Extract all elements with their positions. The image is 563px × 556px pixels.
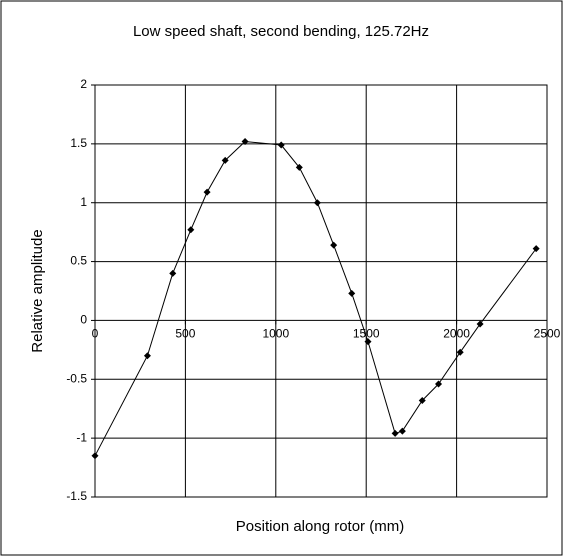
data-point xyxy=(348,289,356,297)
y-axis-label: Relative amplitude xyxy=(29,229,46,352)
data-point xyxy=(330,241,338,249)
data-point xyxy=(435,380,443,388)
x-tick-label: 1500 xyxy=(353,327,380,341)
data-point xyxy=(143,352,151,360)
data-point xyxy=(476,320,484,328)
data-point xyxy=(398,427,406,435)
data-point xyxy=(456,348,464,356)
data-point xyxy=(169,269,177,277)
y-tick-label: -0.5 xyxy=(66,371,87,385)
y-tick-label: -1 xyxy=(76,430,87,444)
y-tick-label: 1 xyxy=(80,195,87,209)
x-tick-label: 2000 xyxy=(443,327,470,341)
x-tick-label: 2500 xyxy=(534,327,561,341)
x-tick-label: 1000 xyxy=(262,327,289,341)
y-tick-label: -1.5 xyxy=(66,489,87,503)
data-line xyxy=(94,140,537,457)
chart-title: Low speed shaft, second bending, 125.72H… xyxy=(133,23,429,40)
y-tick-label: 1.5 xyxy=(70,136,87,150)
x-tick-label: 0 xyxy=(92,327,99,341)
data-point xyxy=(277,141,285,149)
y-tick-label: 2 xyxy=(80,77,87,91)
data-point xyxy=(391,429,399,437)
data-point xyxy=(91,452,99,460)
plot-area xyxy=(94,84,548,498)
x-tick-label: 500 xyxy=(175,327,195,341)
data-point xyxy=(418,396,426,404)
data-point xyxy=(364,338,372,346)
data-point xyxy=(241,138,249,146)
data-point xyxy=(221,156,229,164)
data-point xyxy=(203,188,211,196)
y-tick-label: 0 xyxy=(80,313,87,327)
data-point xyxy=(532,245,540,253)
x-axis-label: Position along rotor (mm) xyxy=(236,518,404,535)
data-point xyxy=(187,226,195,234)
data-point xyxy=(295,163,303,171)
data-point xyxy=(313,199,321,207)
y-tick-label: 0.5 xyxy=(70,254,87,268)
